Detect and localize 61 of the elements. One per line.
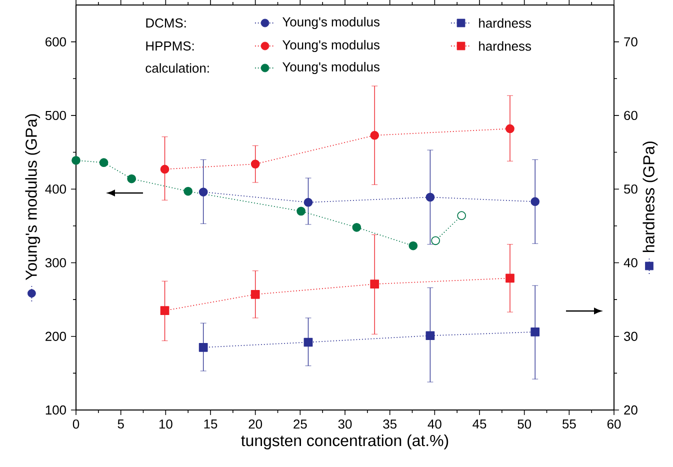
y-tick-label: 100: [46, 405, 66, 415]
y2-axis-title: hardness (GPa): [642, 142, 658, 252]
point: [457, 211, 466, 220]
x-tick-label: 10: [159, 419, 172, 429]
x-tick-label: 0: [72, 419, 80, 429]
y2-tick-label: 70: [624, 37, 638, 46]
y2-tick-label: 60: [624, 110, 638, 120]
y-tick-label: 600: [46, 37, 66, 46]
x-tick-label: 5: [118, 420, 124, 429]
legend-label: Young's modulus: [282, 62, 380, 74]
x-tick-label: 35: [383, 419, 396, 429]
legend-label: Young's modulus: [282, 16, 380, 30]
legend-label: hardness: [479, 41, 532, 51]
y-tick-label: 200: [46, 332, 66, 341]
y2-tick-label: 20: [624, 405, 638, 415]
point: [506, 124, 514, 134]
point: [506, 274, 514, 283]
annotation: HPPMS:: [146, 41, 194, 51]
point: [127, 174, 136, 184]
point: [198, 188, 208, 196]
point: [250, 160, 260, 168]
x-tick-label: 40: [428, 419, 442, 429]
point: [160, 306, 170, 316]
x-tick-label: 15: [204, 420, 218, 429]
point: [426, 192, 435, 202]
point: [198, 342, 208, 352]
x-axis-title: tungsten concentration (at.%): [241, 434, 448, 450]
x-tick-label: 45: [472, 420, 486, 429]
y-tick-label: 500: [45, 110, 66, 120]
y-tick-label: 400: [45, 184, 66, 194]
y2-tick-label: 30: [624, 332, 638, 341]
point: [352, 222, 362, 232]
point: [408, 241, 418, 250]
point: [370, 130, 380, 140]
point: [99, 158, 108, 168]
point: [72, 156, 80, 165]
x-tick-label: 30: [338, 419, 352, 429]
x-tick-label: 55: [562, 420, 576, 429]
x-tick-label: 20: [248, 419, 262, 429]
point: [370, 280, 380, 289]
point: [530, 197, 540, 206]
annotation: calculation:: [146, 63, 209, 73]
point: [296, 206, 306, 216]
legend-label: hardness: [479, 18, 532, 28]
point: [250, 290, 260, 299]
point: [304, 338, 313, 347]
y-axis-title: Young's modulus (GPa): [25, 114, 40, 280]
y2-tick-label: 50: [624, 184, 638, 194]
point: [530, 328, 540, 336]
legend-label: Young's modulus: [282, 40, 380, 52]
x-tick-label: 60: [607, 419, 621, 429]
x-tick-label: 50: [518, 419, 532, 429]
y2-tick-label: 40: [624, 258, 638, 268]
point: [160, 164, 170, 174]
point: [184, 186, 193, 196]
y-tick-label: 300: [45, 258, 66, 268]
point: [304, 198, 313, 207]
x-tick-label: 25: [294, 419, 307, 429]
point: [426, 331, 435, 340]
annotation: DCMS:: [146, 18, 186, 28]
point: [431, 236, 440, 246]
